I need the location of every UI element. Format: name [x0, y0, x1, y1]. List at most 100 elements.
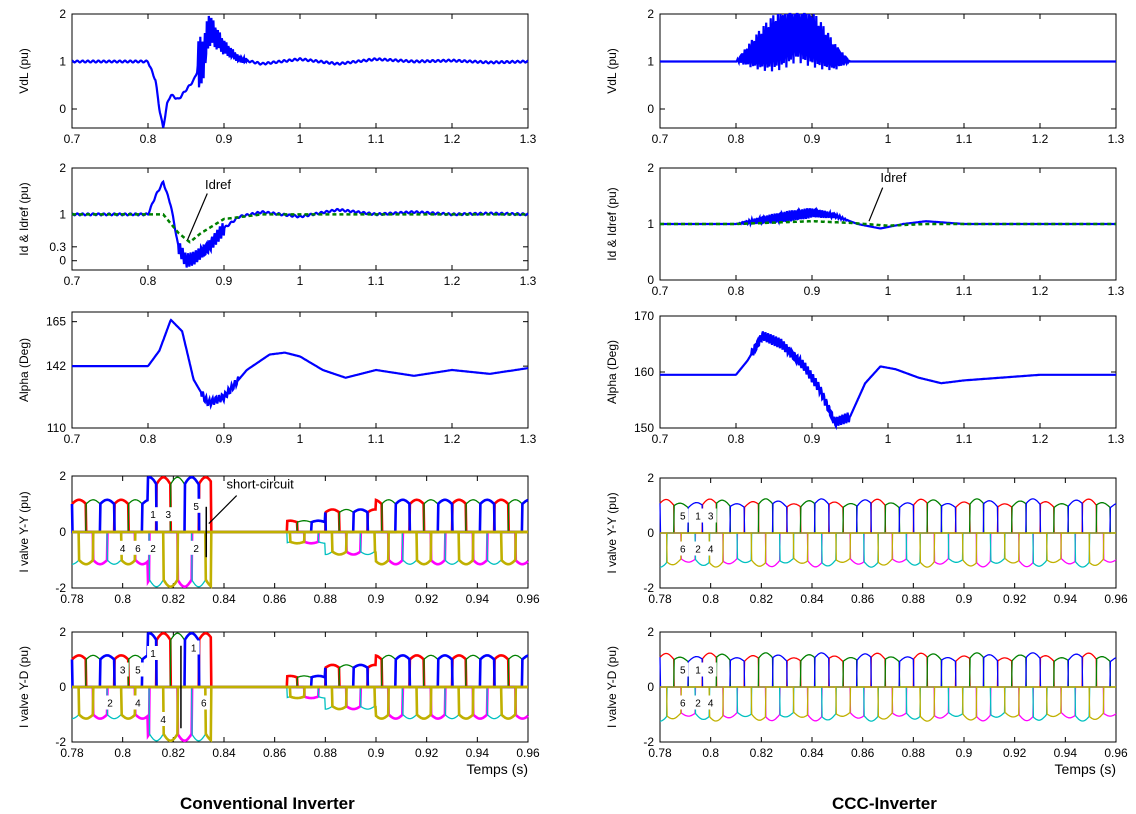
left-column-title: Conventional Inverter [180, 794, 355, 813]
idref-series-line [660, 219, 1116, 227]
annotation-pointer [868, 187, 884, 222]
x-tick-label: 0.92 [415, 746, 439, 760]
short-circuit-annotation: short-circuit [205, 477, 294, 558]
valve-label-box [147, 540, 160, 555]
x-ticks: 0.78 0.8 0.82 0.84 0.86 0.88 0.9 0.92 0.94 0.96 [648, 632, 1128, 760]
x-tick-label: 0.7 [64, 274, 81, 288]
plot-frame [71, 167, 529, 271]
right-column-title: CCC-Inverter [832, 794, 937, 813]
x-ticks: 0.7 0.8 0.9 1 1.1 1.2 1.3 [652, 316, 1125, 446]
valve-number-label: 6 [680, 545, 686, 556]
plot-frame [659, 315, 1117, 429]
valve-number-label: 4 [708, 545, 714, 556]
y-tick-label: 0.3 [49, 240, 66, 254]
y-axis-label: Alpha (Deg) [605, 340, 619, 404]
x-tick-label: 0.92 [415, 592, 439, 606]
annotation-pointer [208, 495, 238, 525]
x-tick-label: 0.8 [140, 132, 157, 146]
y-tick-label: 2 [59, 7, 66, 21]
y-tick-label: 2 [59, 161, 66, 175]
valve-label-box [676, 695, 689, 710]
valve-label-box [676, 662, 689, 677]
valve-label-box [692, 695, 704, 710]
valve-label-box [104, 695, 116, 710]
valve-number-label: 4 [120, 544, 126, 555]
valve-label-box [190, 540, 203, 555]
valve-number-label: 3 [120, 666, 126, 677]
valve-number-label: 1 [150, 510, 156, 521]
x-ticks: 0.7 0.8 0.9 1 1.1 1.2 1.3 [652, 168, 1125, 298]
x-tick-label: 0.8 [728, 432, 745, 446]
valve-number-label: 6 [680, 699, 686, 710]
x-tick-label: 0.9 [956, 746, 973, 760]
y-axis-label: I valve Y-Y (pu) [605, 492, 619, 573]
idref-label: Idref [880, 170, 906, 185]
data-series-line [660, 331, 1116, 431]
y-tick-label: 142 [46, 359, 66, 373]
valve-label-box [704, 508, 717, 523]
x-axis-label: Temps (s) [1055, 761, 1116, 777]
x-tick-label: 1.1 [368, 274, 385, 288]
valve-number-label: 1 [695, 666, 701, 677]
x-ticks: 0.78 0.8 0.82 0.84 0.86 0.88 0.9 0.92 0.94 0.96 [60, 476, 540, 606]
x-tick-label: 0.88 [902, 592, 926, 606]
y-tick-label: -2 [643, 735, 654, 749]
x-tick-label: 1.2 [1032, 132, 1049, 146]
y-tick-label: 0 [59, 102, 66, 116]
x-tick-label: 1 [885, 284, 892, 298]
y-axis-label: VdL (pu) [605, 48, 619, 94]
x-tick-label: 0.82 [750, 592, 774, 606]
x-tick-label: 0.84 [212, 746, 236, 760]
chart-conv-yy: 0.78 0.8 0.82 0.84 0.86 0.88 0.9 0.92 0.94 0.96 -2… [17, 469, 540, 606]
valve-label-box [147, 507, 160, 522]
valve-label-box [692, 508, 704, 523]
x-tick-label: 0.8 [140, 432, 157, 446]
y-tick-label: 0 [647, 526, 654, 540]
valve-label-box [116, 662, 129, 677]
x-tick-label: 0.9 [216, 432, 233, 446]
valve-labels: 5 1 3 6 2 4 [676, 508, 717, 556]
x-ticks: 0.78 0.8 0.82 0.84 0.86 0.88 0.9 0.92 0.94 0.96 [648, 478, 1128, 606]
y-tick-label: 2 [647, 625, 654, 639]
x-tick-label: 0.8 [114, 746, 131, 760]
x-tick-label: 0.7 [64, 132, 81, 146]
y-tick-label: -2 [55, 735, 66, 749]
valve-number-label: 4 [708, 699, 714, 710]
y-tick-label: 0 [59, 254, 66, 268]
y-ticks: 00.3 1 2 [49, 161, 528, 268]
y-tick-label: 2 [59, 469, 66, 483]
valve-label-box [704, 662, 717, 677]
valve-number-label: 3 [708, 666, 714, 677]
valve-label-box [187, 640, 200, 655]
valve-number-label: 3 [708, 512, 714, 523]
x-tick-label: 0.8 [140, 274, 157, 288]
x-tick-label: 1.3 [1108, 284, 1125, 298]
x-tick-label: 0.9 [368, 592, 385, 606]
plot-frame [71, 13, 529, 129]
valve-label-box [147, 646, 160, 660]
x-tick-label: 0.78 [60, 746, 84, 760]
y-tick-label: 2 [647, 7, 654, 21]
x-tick-label: 0.92 [1003, 592, 1027, 606]
x-ticks: 0.7 0.8 0.9 1 1.1 1.2 1.3 [64, 168, 537, 288]
valve-number-label: 5 [680, 666, 686, 677]
y-axis-label: Alpha (Deg) [17, 338, 31, 402]
x-tick-label: 0.96 [1104, 592, 1128, 606]
x-tick-label: 0.84 [212, 592, 236, 606]
x-ticks: 0.7 0.8 0.9 1 1.1 1.2 1.3 [652, 14, 1125, 146]
data-series-line [72, 318, 529, 410]
y-ticks: 110 142 165 [46, 315, 528, 435]
valve-number-label: 2 [150, 544, 156, 555]
x-tick-label: 1.1 [956, 432, 973, 446]
valve-label-box [704, 541, 717, 556]
x-tick-label: 1.2 [1032, 284, 1049, 298]
x-tick-label: 0.92 [1003, 746, 1027, 760]
valve-number-label: 1 [191, 644, 197, 655]
x-tick-label: 0.84 [800, 592, 824, 606]
x-tick-label: 0.84 [800, 746, 824, 760]
valve-number-label: 2 [193, 544, 199, 555]
x-tick-label: 0.94 [1054, 746, 1078, 760]
valve-label-box [676, 508, 689, 523]
chart-ccc-vdl: 0.7 0.8 0.9 1 1.1 1.2 1.3 0 1 2 VdL (pu) [605, 7, 1125, 146]
